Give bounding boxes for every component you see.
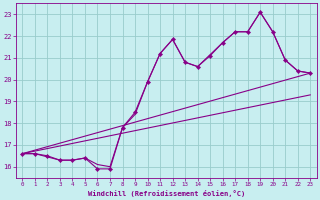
X-axis label: Windchill (Refroidissement éolien,°C): Windchill (Refroidissement éolien,°C) <box>88 190 245 197</box>
